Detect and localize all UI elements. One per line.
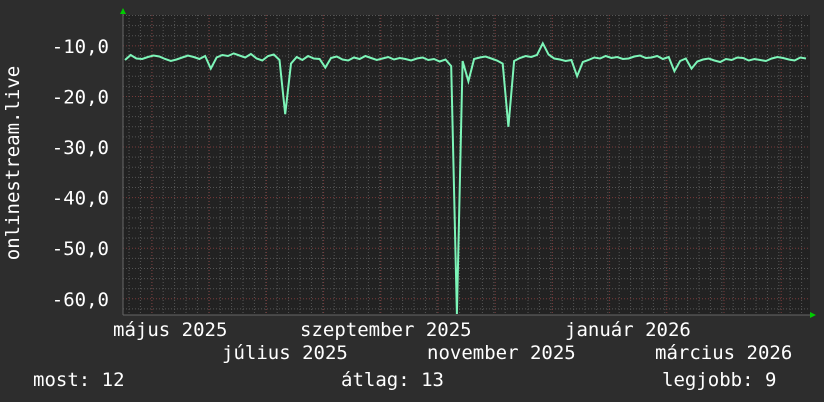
y-axis-arrow bbox=[120, 8, 126, 14]
legend-max: legjobb: 9 bbox=[662, 369, 777, 391]
x-axis-arrow bbox=[810, 312, 816, 318]
x-tick-label: május 2025 bbox=[113, 319, 227, 341]
y-tick-label: -10,0 bbox=[52, 36, 109, 58]
plot-area bbox=[123, 15, 810, 315]
series-line bbox=[124, 41, 807, 315]
x-tick-label: július 2025 bbox=[222, 342, 348, 364]
y-tick-label: -40,0 bbox=[52, 188, 109, 210]
legend-current: most: 12 bbox=[33, 369, 125, 391]
x-tick-label: szeptember 2025 bbox=[300, 319, 472, 341]
y-axis-label: onlinestream.live bbox=[2, 66, 24, 260]
y-tick-label: -60,0 bbox=[52, 289, 109, 311]
y-tick-label: -20,0 bbox=[52, 86, 109, 108]
x-tick-label: november 2025 bbox=[427, 342, 576, 364]
y-tick-label: -50,0 bbox=[52, 238, 109, 260]
legend-average: átlag: 13 bbox=[341, 369, 444, 391]
x-tick-label: január 2026 bbox=[565, 319, 691, 341]
y-tick-label: -30,0 bbox=[52, 137, 109, 159]
x-tick-label: március 2026 bbox=[655, 342, 792, 364]
